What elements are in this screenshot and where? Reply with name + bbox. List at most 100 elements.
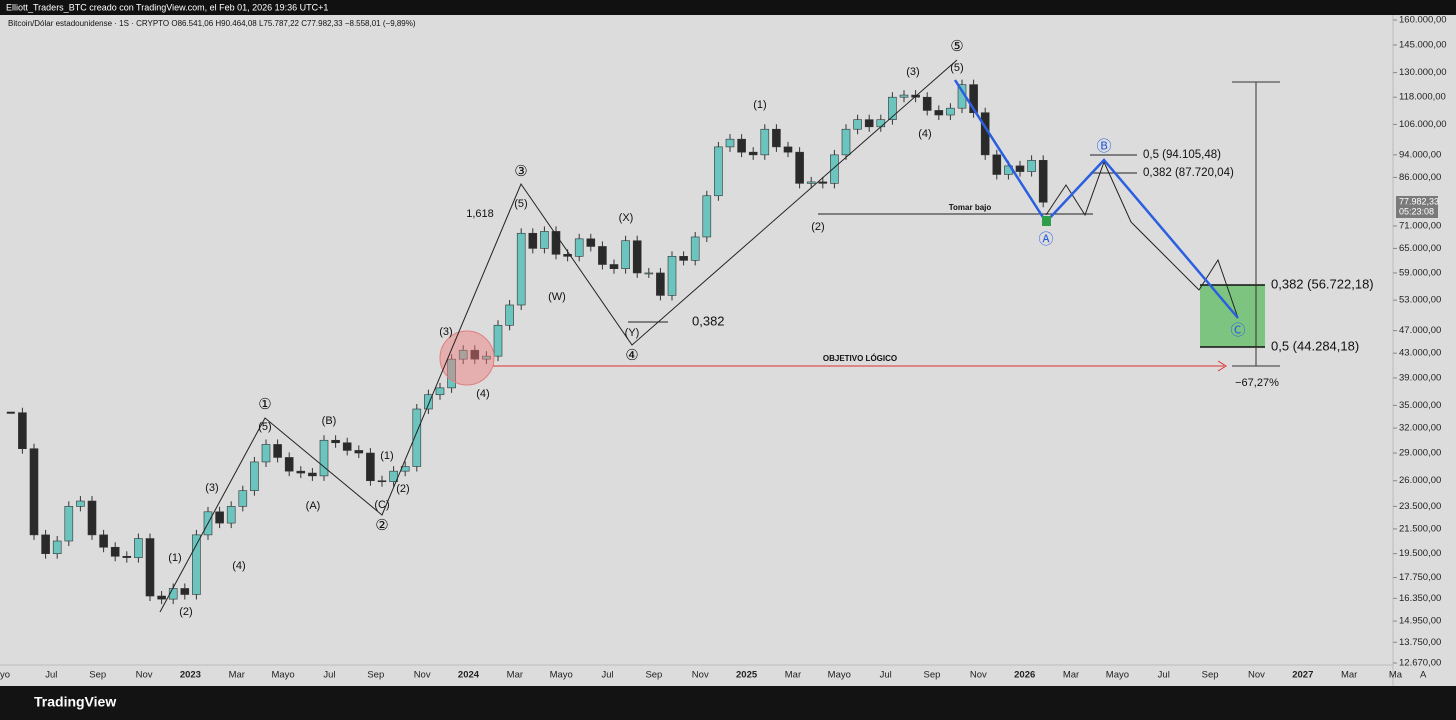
candle [482,355,491,360]
candle [888,96,897,120]
annotation: (3) [439,326,452,338]
y-tick-label: 23.500,00 [1399,501,1441,512]
candle [853,119,862,130]
annotation: (5) [514,198,527,210]
candle [864,119,874,128]
candle [157,595,166,600]
x-tick-label: 2027 [1292,670,1313,681]
annotation: (5) [950,62,963,74]
candle [64,506,74,542]
candle [273,444,282,458]
y-tick-label: 53.000,00 [1399,295,1441,306]
annotation: (W) [548,291,566,303]
x-tick-label: Mar [507,670,523,681]
candle [342,442,352,451]
x-tick-label: 2024 [458,670,480,681]
candle [99,534,108,548]
candle [969,84,978,114]
annotation: (4) [476,388,489,400]
y-tick-label: 13.750,00 [1399,637,1441,648]
x-tick-label: Jul [880,670,892,681]
candle [760,128,770,156]
y-tick-label: 26.000,00 [1399,475,1441,486]
header: Elliott_Traders_BTC creado con TradingVi… [6,2,328,12]
y-tick-label: 145.000,00 [1399,39,1447,50]
candle [714,146,723,197]
x-tick-label: Jul [601,670,613,681]
annotation: (4) [232,560,245,572]
candle [180,588,190,595]
y-tick-label: 17.750,00 [1399,572,1441,583]
candle [226,506,236,524]
x-tick-label: Nov [1248,670,1265,681]
annotation: (4) [918,128,931,140]
y-tick-label: 160.000,00 [1399,15,1447,26]
annotation: 0,382 (56.722,18) [1271,276,1374,291]
annotation: Ⓒ [1230,322,1245,339]
x-tick-label: Mar [785,670,801,681]
annotation: (2) [179,606,192,618]
auto-button[interactable]: A [1420,670,1427,681]
candle [586,238,596,247]
annotation: ② [375,517,388,534]
candle [331,439,340,444]
y-tick-label: 43.000,00 [1399,348,1441,359]
x-tick-label: Sep [924,670,941,681]
y-tick-label: 130.000,00 [1399,67,1447,78]
candle [702,195,712,238]
annotation: −67,27% [1235,377,1279,389]
x-tick-label: Nov [414,670,431,681]
x-tick-label: Jul [1158,670,1170,681]
y-tick-label: 29.000,00 [1399,448,1441,459]
x-tick-label: Sep [1202,670,1219,681]
candle [1038,160,1048,203]
x-tick-label: Mayo [550,670,573,681]
candle [725,138,735,148]
candle [215,511,224,524]
candle [29,448,39,536]
candle [540,231,549,249]
wave-a-marker [1042,216,1051,226]
candle [76,500,85,507]
candle [261,444,271,463]
candle [690,236,700,261]
x-tick-label: Nov [136,670,153,681]
y-tick-label: 12.670,00 [1399,658,1441,669]
annotation: 0,5 (94.105,48) [1143,149,1221,161]
x-tick-label: Mar [1341,670,1357,681]
price-label-box [1396,196,1438,218]
x-tick-label: Sep [89,670,106,681]
candle [795,151,804,184]
candle [389,470,398,483]
countdown: 05:23:08 [1399,206,1434,216]
y-tick-label: 39.000,00 [1399,372,1441,383]
y-tick-label: 106.000,00 [1399,119,1447,130]
candle [772,128,781,148]
candle [319,439,329,477]
x-tick-label: yo [0,670,10,681]
candle [377,480,387,483]
annotation: ⑤ [950,38,963,55]
annotation: (2) [811,221,824,233]
annotation: OBJETIVO LÓGICO [823,354,897,363]
x-tick-label: 2025 [736,670,758,681]
y-tick-label: 59.000,00 [1399,267,1441,278]
candle [505,304,514,326]
wave-line [159,59,958,613]
y-tick-label: 118.000,00 [1399,92,1446,103]
x-tick-label: Mar [229,670,245,681]
annotation: (1) [168,552,181,564]
x-tick-label: Sep [367,670,384,681]
target-zone [1200,285,1265,347]
annotation: (3) [906,66,919,78]
annotation: ① [258,396,271,413]
candle [250,461,259,491]
candle [284,457,294,472]
candle [574,238,584,257]
y-tick-label: 16.350,00 [1399,593,1441,604]
candle [551,231,561,255]
candle [134,538,143,558]
annotation: 0,382 (87.720,04) [1143,167,1234,179]
y-tick-label: 14.950,00 [1399,616,1441,627]
arrow-head [1217,360,1227,372]
